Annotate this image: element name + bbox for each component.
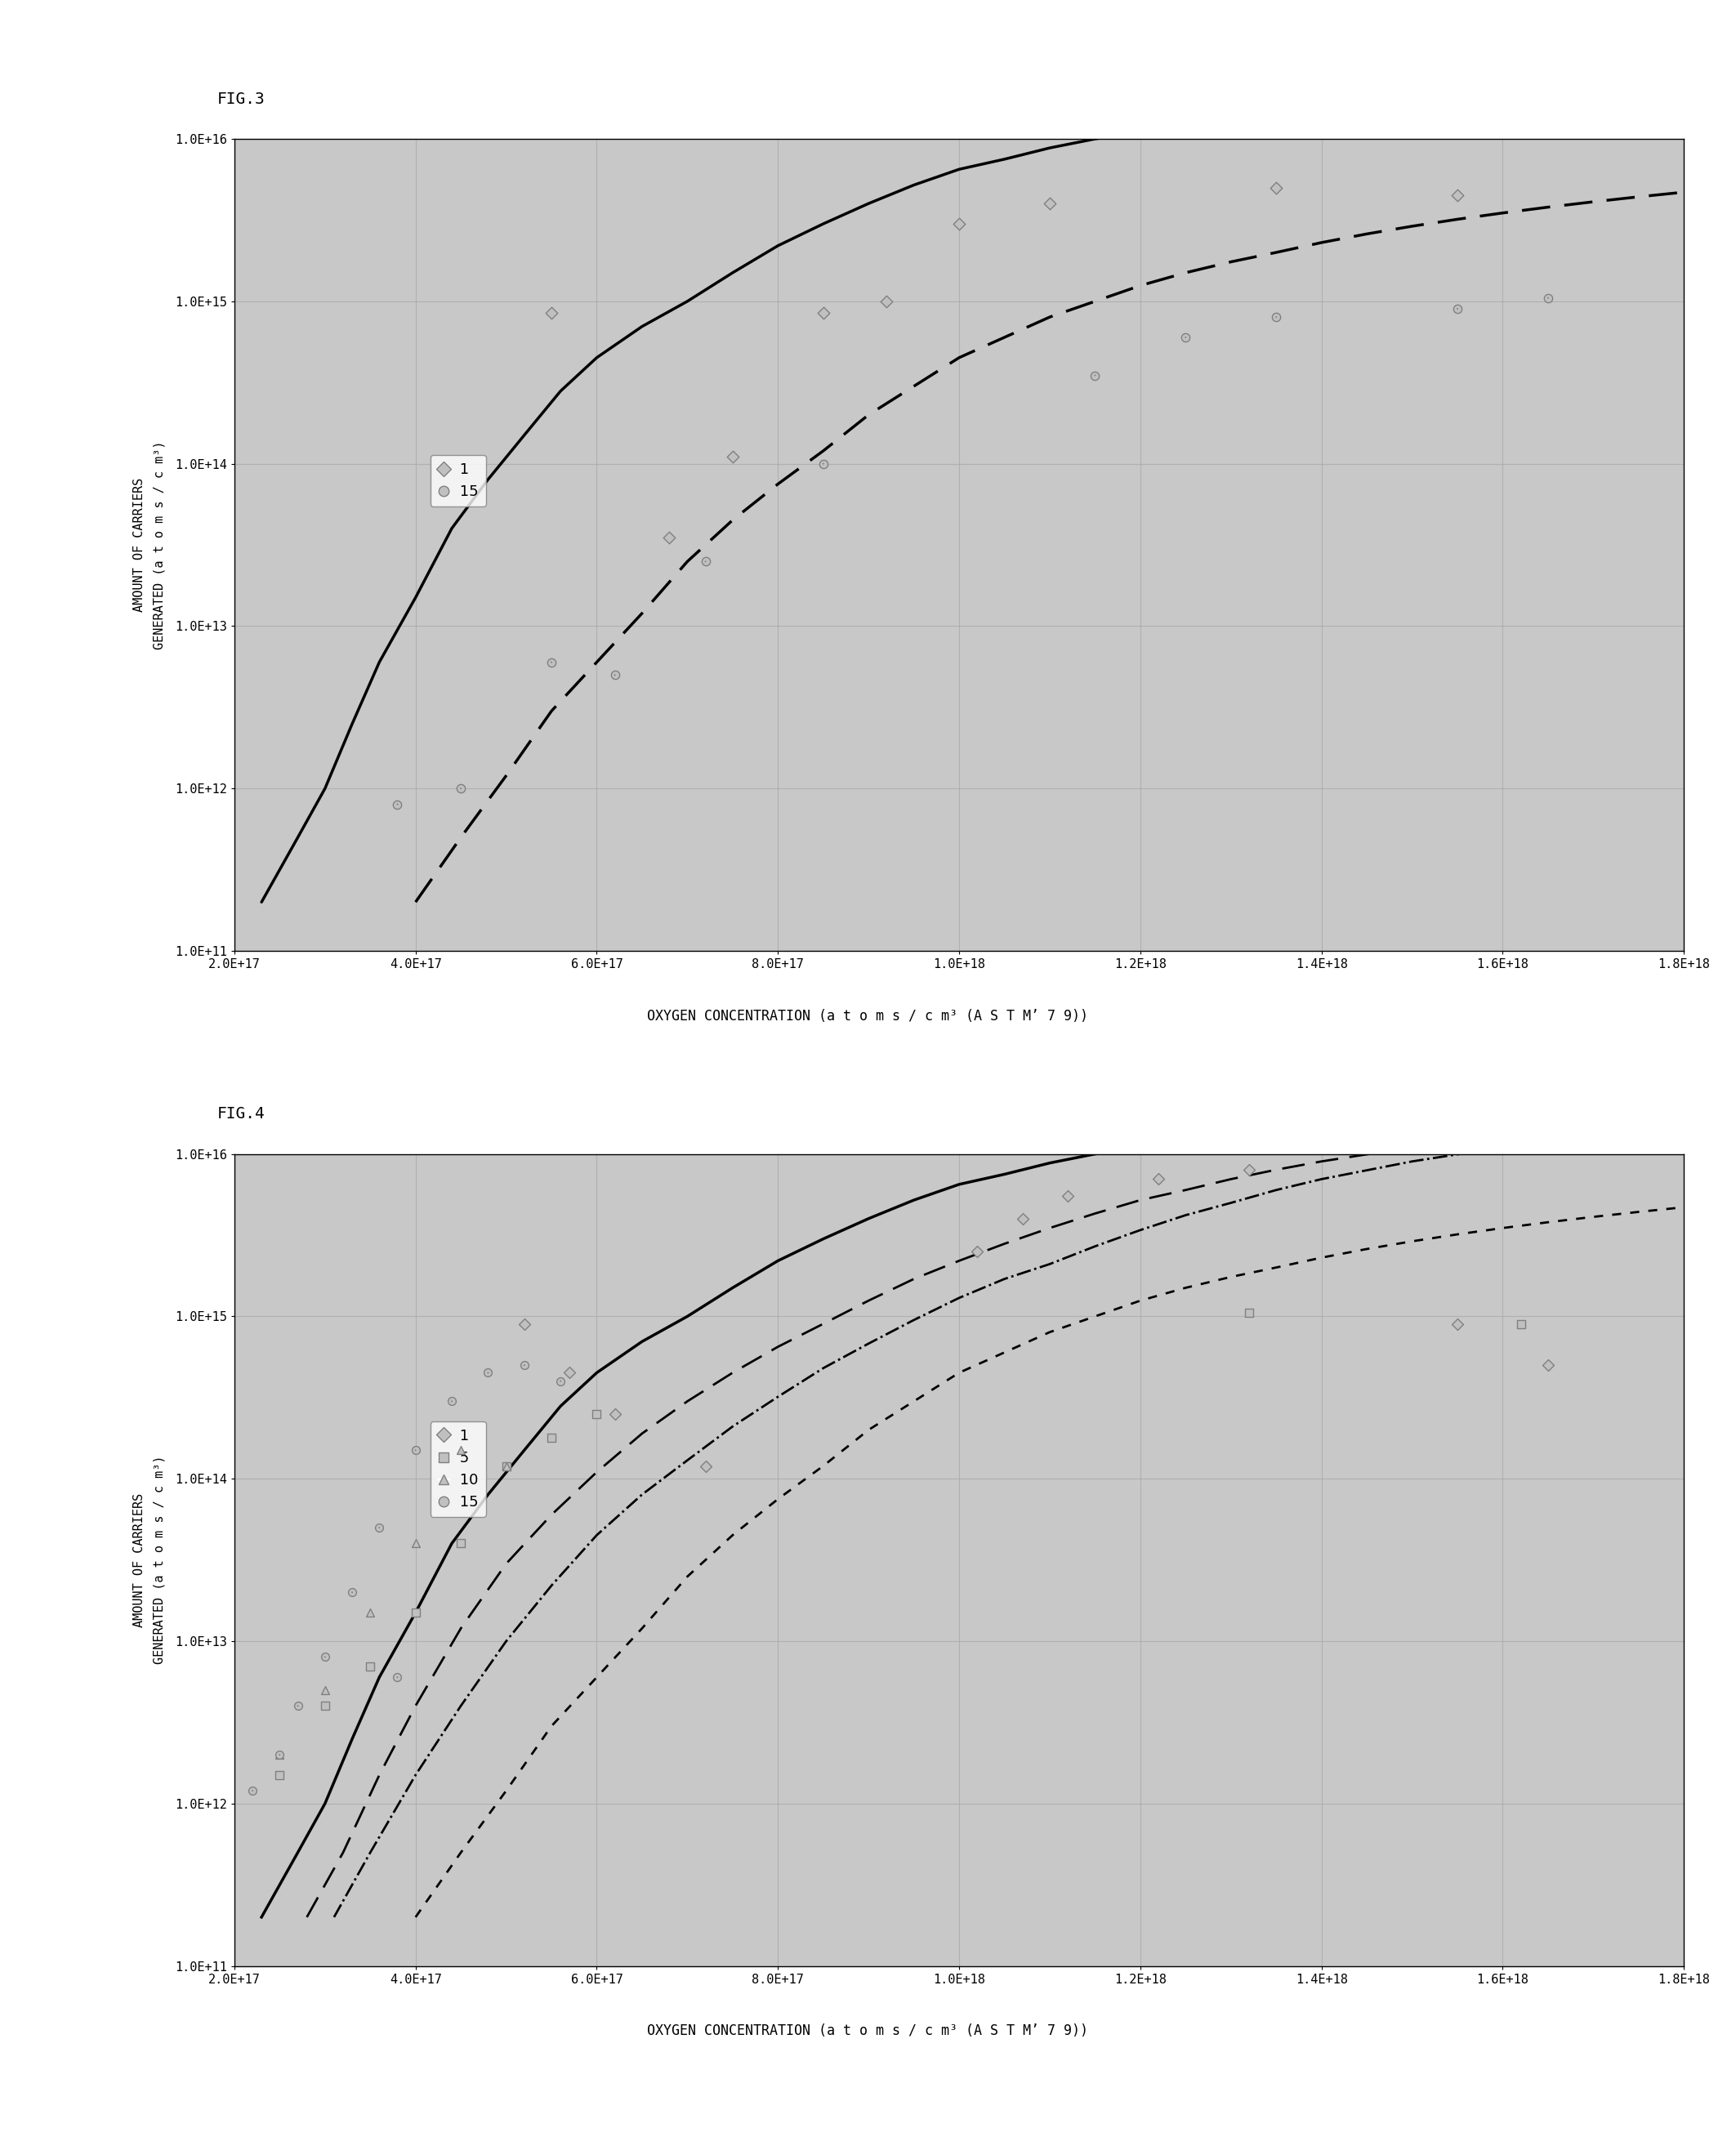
Point [1236, 1295, 1264, 1329]
Point [809, 447, 837, 481]
Point [510, 1306, 538, 1340]
Point [446, 1526, 474, 1560]
Point [339, 1575, 366, 1609]
Text: OXYGEN CONCENTRATION (a t o m s / c m³ (A S T M’ 7 9)): OXYGEN CONCENTRATION (a t o m s / c m³ (… [648, 1009, 1088, 1024]
Point [437, 1385, 465, 1419]
Point [538, 295, 566, 329]
Point [556, 1355, 583, 1389]
Point [691, 545, 719, 579]
Point [601, 658, 628, 692]
Point [1262, 299, 1290, 333]
Legend:  1,  5,  10,  15: 1, 5, 10, 15 [431, 1421, 486, 1517]
Point [401, 1596, 429, 1631]
Point [238, 1774, 266, 1808]
Point [266, 1737, 293, 1772]
Point [1444, 291, 1472, 325]
Point [339, 1575, 366, 1609]
Point [1009, 1201, 1036, 1235]
Point [1507, 1306, 1535, 1340]
Point [1535, 280, 1562, 314]
Point [691, 1449, 719, 1483]
Point [1535, 280, 1562, 314]
Point [1444, 291, 1472, 325]
Text: FIG.3: FIG.3 [217, 92, 266, 107]
Point [873, 284, 901, 318]
Point [311, 1639, 339, 1673]
Point [266, 1737, 293, 1772]
Point [238, 1774, 266, 1808]
Point [601, 658, 628, 692]
Point [1236, 1152, 1264, 1186]
Point [538, 645, 566, 680]
Point [266, 1759, 293, 1793]
Point [493, 1449, 521, 1483]
Point [1535, 1348, 1562, 1383]
Point [356, 1650, 384, 1684]
Point [446, 771, 474, 806]
Point [401, 1434, 429, 1468]
Point [1262, 299, 1290, 333]
Point [538, 645, 566, 680]
Point [266, 1737, 293, 1772]
Point [1444, 177, 1472, 212]
Point [1054, 1180, 1082, 1214]
Point [474, 1355, 502, 1389]
Point [1144, 1163, 1172, 1197]
Point [285, 1688, 312, 1722]
Legend:  1,  15: 1, 15 [431, 455, 486, 506]
Point [446, 771, 474, 806]
Point [384, 1660, 411, 1695]
Point [311, 1688, 339, 1722]
Point [446, 1434, 474, 1468]
Point [437, 1385, 465, 1419]
Point [1082, 359, 1109, 393]
Point [719, 440, 746, 474]
Point [366, 1511, 394, 1545]
Point [963, 1235, 991, 1269]
Point [510, 1348, 538, 1383]
Point [656, 521, 684, 556]
Point [1262, 171, 1290, 205]
Point [401, 1526, 429, 1560]
Point [809, 295, 837, 329]
Y-axis label: AMOUNT OF CARRIERS
GENERATED (a t o m s / c m³): AMOUNT OF CARRIERS GENERATED (a t o m s … [134, 1455, 165, 1665]
Y-axis label: AMOUNT OF CARRIERS
GENERATED (a t o m s / c m³): AMOUNT OF CARRIERS GENERATED (a t o m s … [134, 440, 165, 650]
Point [547, 1363, 575, 1398]
Point [1172, 321, 1200, 355]
Point [601, 1398, 628, 1432]
Point [691, 545, 719, 579]
Point [1444, 1306, 1472, 1340]
Point [1036, 186, 1064, 220]
Point [583, 1398, 611, 1432]
Point [384, 786, 411, 821]
Point [510, 1348, 538, 1383]
Point [474, 1355, 502, 1389]
Point [401, 1434, 429, 1468]
Point [493, 1449, 521, 1483]
Point [547, 1363, 575, 1398]
Point [384, 786, 411, 821]
Point [311, 1673, 339, 1707]
Point [1172, 321, 1200, 355]
Point [809, 447, 837, 481]
Text: FIG.4: FIG.4 [217, 1107, 266, 1122]
Text: OXYGEN CONCENTRATION (a t o m s / c m³ (A S T M’ 7 9)): OXYGEN CONCENTRATION (a t o m s / c m³ (… [648, 2024, 1088, 2039]
Point [946, 207, 974, 241]
Point [384, 1660, 411, 1695]
Point [356, 1596, 384, 1631]
Point [311, 1639, 339, 1673]
Point [1082, 359, 1109, 393]
Point [538, 1421, 566, 1455]
Point [366, 1511, 394, 1545]
Point [285, 1688, 312, 1722]
